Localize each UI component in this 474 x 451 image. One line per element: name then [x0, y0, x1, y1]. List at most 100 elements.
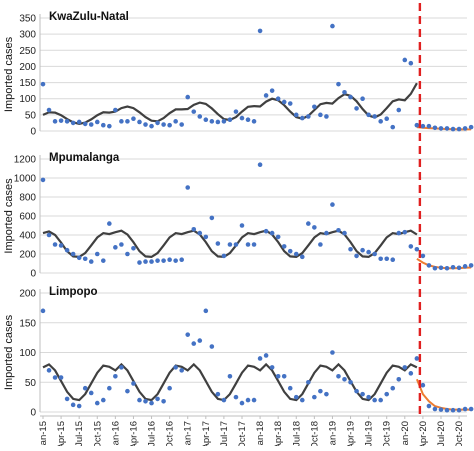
y-tick-label: 100 — [19, 94, 36, 105]
data-point — [239, 115, 245, 121]
x-tick-label: Oct-19 — [382, 421, 393, 446]
data-point — [299, 115, 305, 121]
data-point — [336, 374, 341, 379]
data-point — [191, 341, 197, 346]
x-tick-label: Jul-16 — [147, 421, 158, 446]
data-point — [197, 230, 203, 236]
data-point — [179, 257, 184, 263]
data-point — [468, 263, 474, 268]
data-point — [233, 109, 239, 114]
forecast-line — [416, 126, 472, 131]
data-point — [318, 388, 323, 394]
data-point — [94, 119, 100, 125]
y-tick-label: 50 — [25, 110, 37, 121]
data-point — [155, 120, 160, 126]
data-point — [390, 385, 396, 391]
data-point — [378, 256, 383, 262]
panel-title: KwaZulu-Natal — [49, 11, 129, 23]
data-point — [40, 81, 46, 87]
data-point — [438, 407, 444, 412]
data-point — [456, 407, 462, 413]
data-point — [143, 398, 148, 404]
data-point — [444, 126, 450, 131]
panel-3: 0 50 100 150 200 Imported cases Limpopo — [3, 286, 474, 419]
data-point — [456, 126, 462, 132]
x-tick-label: Jul-20 — [436, 421, 447, 446]
y-tick-label: 0 — [30, 127, 36, 138]
data-point — [360, 391, 365, 397]
y-tick-label: 350 — [19, 14, 36, 25]
data-point — [287, 248, 293, 254]
data-point — [378, 119, 383, 124]
y-tick-label: 50 — [25, 378, 37, 389]
y-axis-label: Imported cases — [3, 314, 15, 390]
data-point — [312, 225, 317, 230]
data-point — [330, 202, 335, 207]
data-point — [408, 371, 414, 376]
data-point — [251, 242, 257, 247]
data-point — [408, 60, 414, 66]
data-point — [52, 119, 58, 124]
data-point — [318, 112, 323, 118]
x-tick-label: Apr-17 — [201, 421, 212, 446]
x-tick-label: Jul-17 — [219, 421, 230, 446]
data-point — [312, 394, 317, 400]
data-point — [348, 94, 353, 100]
data-point — [336, 81, 341, 87]
data-point — [251, 397, 257, 403]
data-point — [348, 379, 353, 385]
data-point — [306, 221, 311, 226]
data-point — [287, 101, 293, 106]
data-point — [107, 221, 112, 226]
panels-layer: 0 50 100 150 200 250 300 350 Imported cases KwaZu… — [3, 11, 474, 419]
data-point — [402, 57, 408, 63]
data-point — [420, 123, 426, 129]
data-point — [432, 125, 438, 131]
data-point — [269, 230, 275, 236]
data-point — [64, 247, 70, 253]
data-point — [173, 119, 178, 124]
data-point — [137, 119, 142, 125]
data-point — [215, 391, 221, 397]
data-point — [372, 114, 377, 119]
data-point — [426, 263, 432, 268]
data-point — [70, 251, 76, 257]
data-point — [438, 265, 444, 271]
data-point — [450, 407, 456, 413]
data-point — [88, 122, 94, 127]
data-point — [263, 93, 269, 98]
data-point — [432, 265, 438, 271]
y-tick-label: 400 — [19, 231, 36, 242]
data-point — [396, 107, 402, 113]
y-tick-label: 200 — [19, 250, 36, 261]
x-tick-label: Oct-17 — [237, 421, 248, 446]
data-point — [143, 259, 148, 264]
x-tick-label: Oct-18 — [309, 421, 320, 446]
data-point — [221, 119, 227, 124]
data-point — [227, 374, 233, 379]
data-point — [330, 23, 335, 29]
data-point — [161, 258, 166, 263]
data-point — [131, 116, 136, 122]
data-point — [179, 368, 184, 373]
data-point — [450, 265, 456, 270]
data-point — [143, 122, 148, 127]
data-point — [396, 230, 402, 236]
data-point — [245, 242, 251, 247]
data-point — [293, 251, 299, 257]
forecast-line — [416, 257, 472, 270]
data-point — [354, 388, 359, 394]
y-tick-label: 0 — [30, 408, 36, 419]
data-point — [82, 256, 88, 262]
data-point — [107, 123, 112, 129]
data-point — [215, 241, 221, 246]
y-tick-label: 250 — [19, 46, 36, 57]
data-point — [46, 368, 52, 373]
data-point — [444, 265, 450, 271]
data-point — [330, 350, 335, 355]
x-tick-label: Oct-16 — [165, 421, 176, 446]
y-tick-label: 600 — [19, 212, 36, 223]
data-point — [173, 258, 178, 263]
data-point — [462, 126, 468, 131]
data-point — [257, 356, 263, 361]
